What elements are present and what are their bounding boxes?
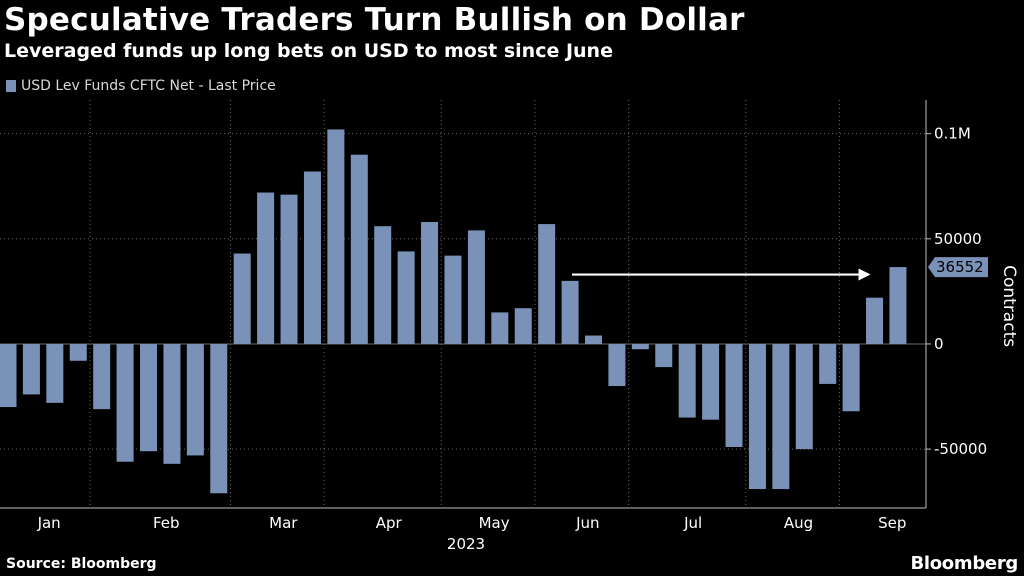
annotation-arrowhead [858,268,871,281]
bar [374,226,392,344]
x-tick-label: Apr [376,514,403,532]
bar [842,343,860,412]
legend-swatch [6,80,16,92]
bar [538,224,556,344]
x-tick-label: Mar [269,514,298,532]
bar [233,253,251,344]
bar [491,312,509,344]
bar [350,154,368,344]
bar [561,280,579,344]
bar [210,343,228,494]
x-tick-label: Sep [878,514,906,532]
legend: USD Lev Funds CFTC Net - Last Price [6,78,276,94]
bar [772,343,790,490]
bar [725,343,743,448]
bar [93,343,111,410]
y-tick-label: 50000 [934,230,982,248]
bar [889,267,907,344]
y-axis-title: Contracts [999,265,1019,347]
chart-title: Speculative Traders Turn Bullish on Doll… [4,2,745,38]
bar [116,343,134,462]
x-tick-label: Aug [784,514,813,532]
x-axis-year-label: 2023 [447,535,485,553]
bar [327,129,345,344]
bar [631,343,649,350]
bar [46,343,64,403]
bar [69,343,87,361]
bar [514,308,532,344]
bar [467,230,485,344]
bar [163,343,181,464]
bar [421,221,439,344]
x-tick-label: Jul [683,514,702,532]
bar [866,297,884,344]
chart-subtitle: Leveraged funds up long bets on USD to m… [4,40,613,62]
bloomberg-logo: Bloomberg [910,553,1018,574]
bar [397,251,415,344]
bar [303,171,321,344]
source-note: Source: Bloomberg [6,556,157,572]
x-tick-label: Feb [153,514,180,532]
y-tick-label: 0 [934,335,944,353]
bar [748,343,766,490]
bar [702,343,720,420]
x-tick-label: Jan [37,514,61,532]
bar [795,343,813,450]
bar [444,255,462,344]
bar [585,335,602,344]
bar [140,343,158,452]
bar [22,343,40,395]
bar [819,343,837,384]
bar [186,343,204,456]
bar [257,192,275,344]
bar [0,343,17,408]
x-tick-label: May [479,514,510,532]
bar [655,343,673,368]
bar [678,343,696,418]
bar [280,194,298,344]
y-tick-label: 0.1M [934,125,971,143]
x-tick-label: Jun [575,514,599,532]
legend-label: USD Lev Funds CFTC Net - Last Price [21,78,276,94]
last-value-badge [928,257,988,278]
last-value-label: 36552 [936,258,984,276]
y-tick-label: -50000 [934,440,987,458]
bar [608,343,626,387]
